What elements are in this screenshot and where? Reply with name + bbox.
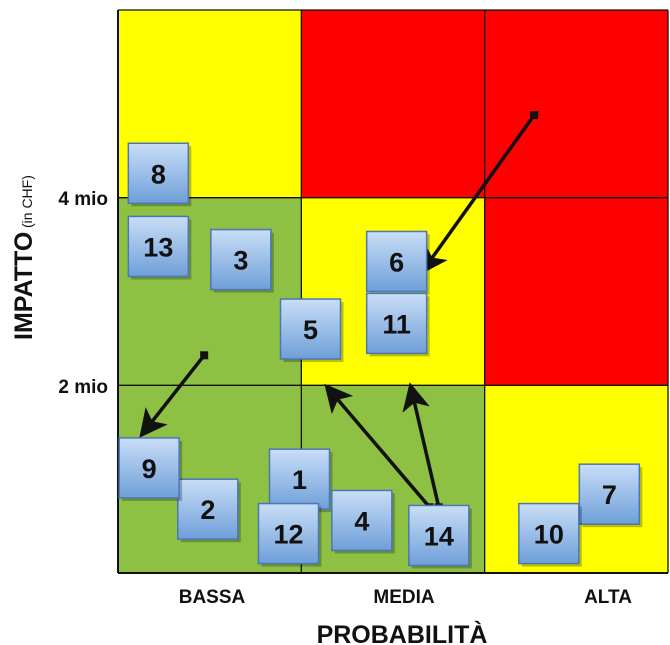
risk-box: 12 (257, 502, 322, 567)
risk-label: 9 (142, 454, 157, 484)
risk-box: 11 (365, 292, 430, 357)
matrix-cell-2-2 (484, 10, 668, 198)
matrix-gridlines (117, 9, 669, 574)
risk-box: 9 (118, 437, 183, 501)
risk-label: 12 (273, 520, 303, 550)
risk-arrow (420, 111, 539, 275)
x-category-media: MEDIA (373, 587, 435, 608)
risk-label: 3 (233, 246, 248, 276)
risk-label: 7 (602, 480, 617, 510)
risk-label: 4 (354, 506, 369, 536)
risk-box: 1 (268, 448, 333, 513)
risk-box: 4 (331, 489, 395, 554)
risk-label: 6 (389, 247, 404, 277)
x-category-alta: ALTA (584, 587, 632, 608)
risk-box: 7 (578, 463, 643, 528)
risk-label: 10 (534, 520, 564, 550)
y-axis-title: IMPATTO (10, 232, 38, 340)
risk-box: 14 (408, 504, 472, 569)
risk-box: 10 (518, 502, 582, 567)
risk-label: 14 (424, 521, 454, 551)
risk-label: 11 (382, 309, 411, 339)
risk-label: 8 (151, 159, 166, 189)
matrix-cell-2-1 (301, 10, 485, 198)
x-category-bassa: BASSA (179, 587, 246, 608)
y-axis-title-group: IMPATTO (in CHF) (10, 175, 38, 340)
risk-box: 13 (127, 215, 192, 280)
risk-label: 13 (143, 232, 173, 262)
risk-arrow (139, 351, 209, 438)
x-axis-title: PROBABILITÀ (317, 620, 488, 645)
risk-label: 5 (303, 315, 318, 345)
matrix-cell-1-2 (484, 197, 668, 386)
y-tick-label-2-mio: 2 mio (58, 377, 108, 398)
y-axis-title-unit: (in CHF) (19, 175, 35, 228)
risk-box: 3 (210, 228, 274, 293)
risk-label: 1 (292, 465, 307, 495)
risk-box: 6 (365, 230, 430, 295)
risk-box: 2 (177, 478, 241, 543)
risk-box: 5 (279, 298, 344, 363)
risk-label: 2 (200, 495, 215, 525)
risk-box: 8 (127, 142, 192, 207)
y-tick-label-4-mio: 4 mio (58, 189, 108, 210)
